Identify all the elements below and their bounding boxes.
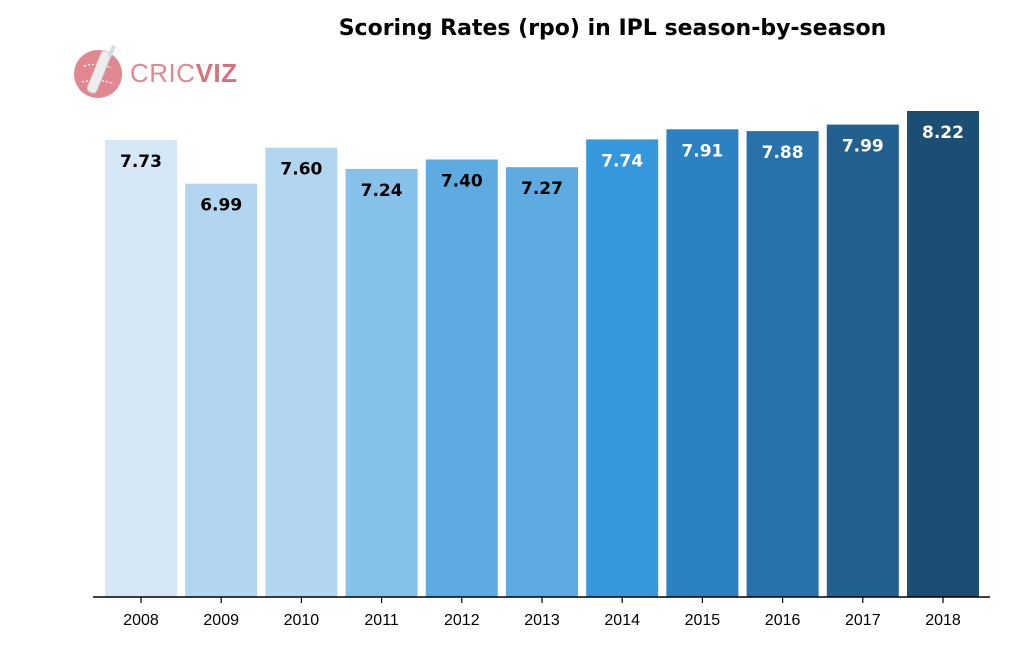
bar-2008: [105, 140, 177, 597]
bar-value-label: 7.88: [762, 143, 804, 163]
bar-2014: [586, 139, 659, 597]
bar-value-label: 7.60: [280, 160, 322, 180]
bar-2018: [907, 111, 979, 597]
x-tick-label: 2008: [123, 612, 159, 629]
x-tick-label: 2010: [284, 612, 320, 629]
bar-value-label: 7.27: [521, 179, 563, 199]
x-tick-label: 2017: [845, 612, 881, 629]
bar-2017: [826, 124, 899, 597]
bar-2013: [506, 167, 578, 597]
cricket-ball-bat-icon: [74, 45, 122, 98]
x-tick-label: 2018: [925, 612, 961, 629]
bar-2011: [345, 168, 418, 597]
bar-value-label: 7.74: [601, 151, 643, 171]
bar-2015: [666, 129, 739, 598]
bars-group: 7.73 6.99 7.60 7.24 7.40 7.27 7.74 7.91 7.88 7.99…: [105, 111, 979, 598]
bar-value-label: 6.99: [200, 196, 242, 216]
bar-2010: [265, 147, 338, 597]
bar-value-label: 7.73: [120, 152, 162, 172]
x-tick-label: 2009: [203, 612, 239, 629]
x-tick-label: 2014: [604, 612, 640, 629]
x-tick-label: 2016: [765, 612, 801, 629]
bar-value-label: 7.91: [681, 141, 723, 161]
bar-2016: [746, 131, 819, 597]
bar-2012: [425, 159, 498, 597]
bar-value-label: 8.22: [922, 123, 964, 143]
cricviz-logo: CRICVIZ: [72, 44, 237, 104]
x-axis: 2008 2009 2010 2011 2012 2013 2014 2015 2016 2017…: [93, 596, 990, 629]
logo-wordmark: CRICVIZ: [130, 58, 238, 89]
x-tick-label: 2013: [524, 612, 560, 629]
bar-value-label: 7.99: [842, 137, 884, 157]
logo-text-bold: VIZ: [195, 58, 238, 88]
x-tick-label: 2011: [364, 612, 399, 629]
x-tick-label: 2015: [685, 612, 721, 629]
x-tick-label: 2012: [444, 612, 480, 629]
chart-title: Scoring Rates (rpo) in IPL season-by-sea…: [338, 16, 887, 41]
bar-value-label: 7.40: [441, 172, 483, 192]
logo-text-light: CRIC: [130, 58, 196, 88]
bar-value-label: 7.24: [361, 181, 403, 201]
bar-2009: [185, 183, 258, 597]
